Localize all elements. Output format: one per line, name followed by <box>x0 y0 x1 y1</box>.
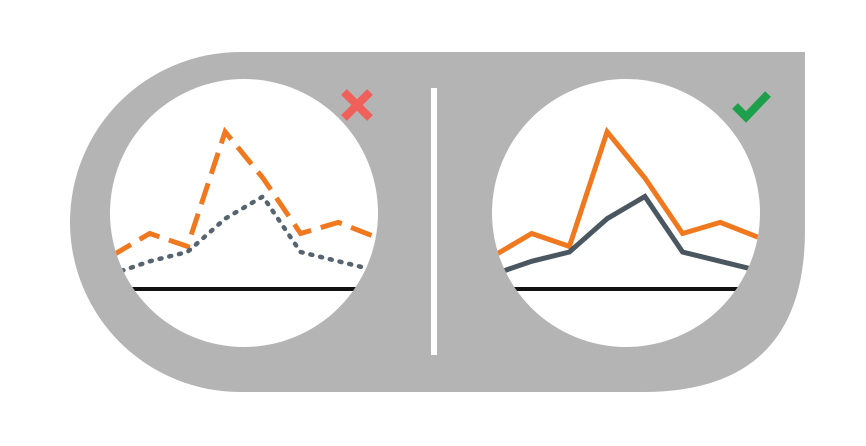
wrong-dashed-series-line <box>110 126 377 258</box>
right-solid-series-line-primary <box>492 126 759 258</box>
cross-icon <box>341 89 373 121</box>
right-example-circle <box>492 79 760 347</box>
right-example-panel <box>492 79 771 347</box>
wrong-example-circle <box>110 79 378 347</box>
right-solid-series-line-secondary <box>493 193 759 277</box>
check-icon <box>732 91 771 123</box>
wrong-example-panel <box>110 79 378 347</box>
wrong-dotted-series-line <box>110 194 378 277</box>
